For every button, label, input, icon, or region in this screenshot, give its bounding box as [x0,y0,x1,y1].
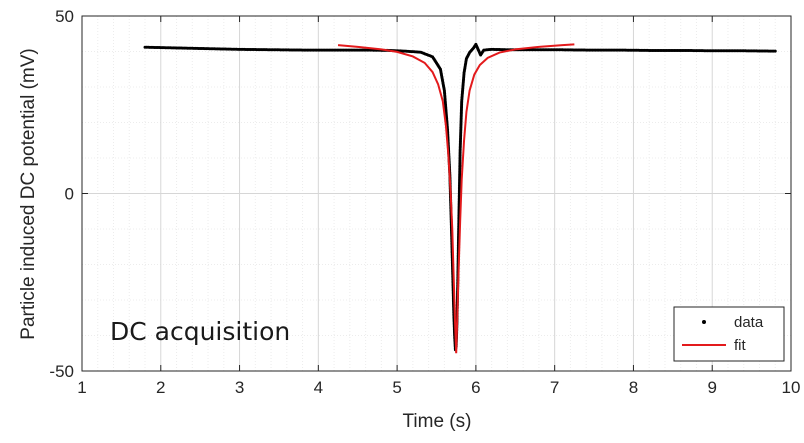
legend-box [673,306,785,362]
x-tick-label: 3 [235,378,244,397]
x-tick-label: 4 [314,378,323,397]
legend: data fit [673,306,785,362]
x-axis-label: Time (s) [403,411,472,432]
data-point [773,49,777,53]
legend-data-marker [702,320,706,324]
y-tick-label: -50 [49,362,74,381]
legend-fit-label: fit [734,337,747,354]
x-tick-label: 5 [392,378,401,397]
x-tick-label: 2 [156,378,165,397]
y-tick-label: 50 [55,7,74,26]
tick-marks [81,15,792,372]
x-tick-label: 1 [77,378,86,397]
legend-data-label: data [734,314,764,331]
annotation-label: DC acquisition [110,317,290,346]
tick-labels: 1 2 3 4 5 6 7 8 9 10 -50 0 50 [49,7,800,397]
series-fit-line [337,43,575,354]
y-tick-label: 0 [65,185,74,204]
y-axis-label: Particle induced DC potential (mV) [18,48,39,339]
x-tick-label: 7 [550,378,559,397]
series-layer [143,42,777,354]
x-tick-label: 8 [629,378,638,397]
x-tick-label: 9 [707,378,716,397]
x-tick-label: 10 [782,378,801,397]
x-tick-label: 6 [471,378,480,397]
